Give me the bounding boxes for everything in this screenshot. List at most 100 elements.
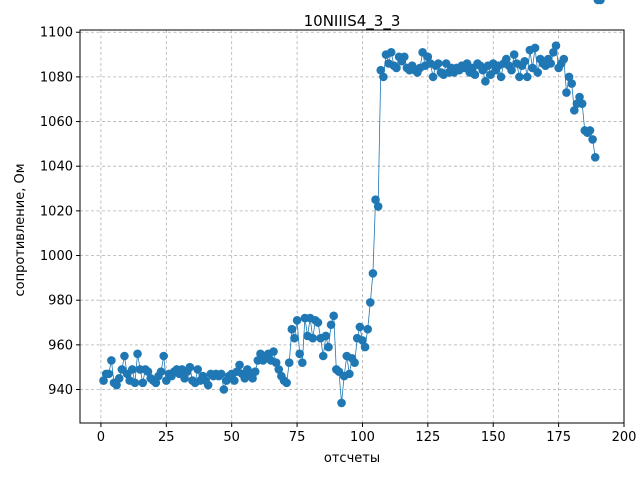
data-point [509,50,519,59]
data-point [502,54,511,64]
y-tick-label: 960 [48,338,73,353]
data-point [290,333,299,343]
data-point [520,56,529,66]
x-axis-label: отсчеты [324,451,380,466]
y-tick-label: 980 [48,294,73,309]
y-tick-label: 1100 [40,26,73,41]
data-point [318,351,328,361]
data-point [112,380,121,390]
data-point [428,72,438,82]
data-point [533,68,542,77]
data-point [360,342,370,352]
data-point [159,351,168,361]
data-point [386,48,396,57]
data-point [530,43,540,53]
data-point [180,374,189,383]
data-point [298,358,307,368]
data-point [596,0,605,5]
data-point [562,88,571,97]
data-point [358,336,367,345]
data-point [282,378,291,388]
data-point [156,367,166,376]
x-tick-label: 200 [612,430,637,445]
data-point [138,378,148,388]
data-point [496,72,506,82]
data-point [363,324,372,334]
data-point [230,376,239,385]
x-tick-label: 50 [223,430,240,445]
x-tick-label: 125 [415,430,440,445]
data-point [392,63,401,73]
data-point [337,398,346,408]
data-point [575,92,584,102]
data-point [274,365,284,374]
data-point [114,374,124,383]
data-point [570,106,579,115]
data-point [376,65,386,75]
y-tick-label: 940 [48,383,73,398]
data-point [271,358,281,368]
data-point [371,195,380,205]
data-point [368,269,378,278]
data-point [567,79,576,88]
data-point [350,358,359,368]
data-point [308,333,318,343]
data-point [379,72,388,82]
data-point [564,72,574,82]
data-point [551,41,561,50]
data-point [203,380,213,390]
data-point [313,318,323,327]
data-point [559,54,569,64]
series-markers [99,0,605,408]
data-point [549,48,558,57]
data-point [590,152,600,162]
data-point [470,70,480,79]
y-tick-label: 1000 [40,249,73,264]
data-point [219,385,229,394]
data-point [366,298,375,307]
data-point [250,367,260,376]
data-point [143,367,153,376]
data-point [329,311,338,321]
grid [80,30,625,423]
data-point [107,356,116,365]
plot-frame [79,29,625,424]
data-point [423,52,433,62]
data-point [269,347,278,356]
data-point [128,365,137,374]
x-tick-label: 25 [158,430,175,445]
data-point [588,135,597,144]
data-point [434,59,443,68]
data-point [515,72,524,82]
data-point [151,378,161,388]
x-tick-label: 175 [546,430,571,445]
y-axis-ticks: 940 960 980 1000 1020 1040 1060 1080 1100 [40,26,80,398]
x-tick-label: 100 [350,430,375,445]
y-tick-label: 1080 [40,70,73,85]
data-point [400,52,409,62]
y-tick-label: 1060 [40,115,73,130]
data-point [99,376,108,385]
data-point [120,351,129,361]
data-point [481,77,490,86]
data-point [193,365,202,374]
data-point [292,315,302,325]
data-point [585,126,595,135]
data-point [284,358,294,368]
y-tick-label: 1040 [40,160,73,175]
data-point [355,322,365,332]
data-point [507,65,516,75]
data-point [248,374,257,383]
data-point [295,349,304,359]
x-tick-label: 0 [97,430,105,445]
data-point [133,349,142,359]
data-point [522,72,532,82]
y-axis-label: сопротивление, Ом [13,163,28,296]
data-point [235,360,244,370]
x-axis-ticks: 0 25 50 75 100 125 150 175 200 [97,423,637,445]
data-point [130,378,140,388]
data-point [321,331,331,341]
data-point [287,324,297,334]
